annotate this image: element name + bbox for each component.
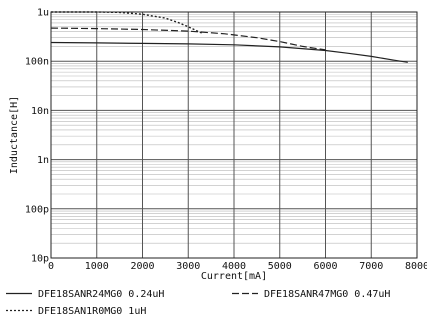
x-tick-label: 6000 xyxy=(313,261,337,272)
x-tick-label: 2000 xyxy=(130,261,154,272)
y-tick-label: 1u xyxy=(37,8,49,19)
x-tick-label: 3000 xyxy=(176,261,200,272)
legend-label-2: DFE18SAN1R0MG0 1uH xyxy=(38,306,146,317)
series-line-dashed xyxy=(50,27,326,51)
legend: DFE18SANR24MG0 0.24uH DFE18SANR47MG0 0.4… xyxy=(6,289,390,317)
x-tick-label: 7000 xyxy=(359,261,383,272)
series-layer xyxy=(50,11,408,63)
legend-label-1: DFE18SANR47MG0 0.47uH xyxy=(264,289,390,300)
x-tick-labels: 0 1000 2000 3000 4000 5000 6000 7000 8000 xyxy=(48,261,427,272)
x-tick-label: 8000 xyxy=(405,261,427,272)
series-line-solid xyxy=(50,41,408,63)
x-tick-label: 4000 xyxy=(222,261,246,272)
x-tick-label: 0 xyxy=(48,261,54,272)
y-axis-label: Inductance[H] xyxy=(9,96,20,174)
x-axis-label: Current[mA] xyxy=(201,271,267,282)
grid-layer xyxy=(50,11,418,259)
x-tick-label: 5000 xyxy=(268,261,292,272)
y-tick-labels: 10p 100p 1n 10n 100n 1u xyxy=(25,8,49,265)
y-tick-label: 100p xyxy=(25,204,49,215)
y-tick-label: 10p xyxy=(31,254,49,265)
series-line-dotted xyxy=(51,11,203,34)
legend-label-0: DFE18SANR24MG0 0.24uH xyxy=(38,289,164,300)
x-tick-label: 1000 xyxy=(85,261,109,272)
y-tick-label: 1n xyxy=(37,155,49,166)
y-tick-label: 10n xyxy=(31,106,49,117)
y-tick-label: 100n xyxy=(25,57,49,68)
plot-frame xyxy=(50,11,418,259)
